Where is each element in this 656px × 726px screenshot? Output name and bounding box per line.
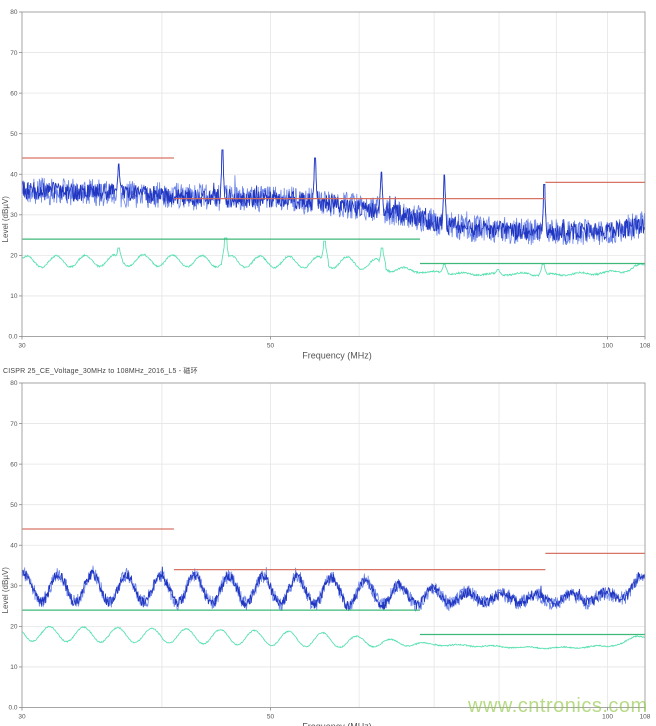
gridlines [22,12,645,337]
y-tick-label: 50 [10,131,18,138]
axes: 0.0 10 20 30 40 50 60 70 80 30 50 100 108 Frequency (… [1,380,651,726]
x-tick-label: 30 [18,714,26,721]
peak-measurement-trace [22,149,645,243]
y-tick-label: 30 [10,583,18,590]
peak-measurement-trace [22,566,645,612]
x-axis-label: Frequency (MHz) [302,722,372,726]
y-tick-label: 30 [10,212,18,219]
measurement-traces [22,565,645,650]
x-tick-label: 50 [267,714,275,721]
y-tick-label: 70 [10,50,18,57]
y-tick-label: 10 [10,293,18,300]
axes: 0.0 10 20 30 40 50 60 70 80 30 50 100 108 Frequency (… [1,9,651,360]
y-tick-label: 0.0 [8,705,17,712]
y-tick-label: 60 [10,461,18,468]
average-measurement-trace [22,625,645,650]
conducted-emissions-chart-top: 0.0 10 20 30 40 50 60 70 80 30 50 100 108 Frequency (… [1,9,651,360]
x-tick-label: 30 [18,343,26,350]
average-measurement-trace [22,237,645,278]
x-tick-label: 108 [640,343,651,350]
limit-lines [22,528,645,636]
y-tick-label: 50 [10,502,18,509]
y-tick-label: 20 [10,624,18,631]
y-tick-label: 60 [10,90,18,97]
y-tick-label: 80 [10,9,18,16]
x-tick-label: 100 [602,343,613,350]
y-tick-label: 40 [10,171,18,178]
limit-lines [22,157,645,265]
chart-title: CISPR 25_CE_Voltage_30MHz to 108MHz_2016… [3,368,198,375]
gridlines [22,383,645,708]
x-tick-label: 50 [267,343,275,350]
y-axis-label: Level (dBµV) [1,567,10,614]
y-tick-label: 10 [10,664,18,671]
x-axis-label: Frequency (MHz) [302,351,372,361]
y-tick-label: 70 [10,421,18,428]
y-tick-label: 40 [10,542,18,549]
measurement-traces [22,149,645,278]
y-tick-label: 0.0 [8,334,17,341]
y-tick-label: 20 [10,253,18,260]
y-axis-label: Level (dBµV) [1,196,10,243]
y-tick-label: 80 [10,380,18,387]
x-tick-label: 108 [640,714,651,721]
x-tick-label: 100 [602,714,613,721]
conducted-emissions-chart-bottom: 0.0 10 20 30 40 50 60 70 80 30 50 100 108 Frequency (… [1,380,651,726]
